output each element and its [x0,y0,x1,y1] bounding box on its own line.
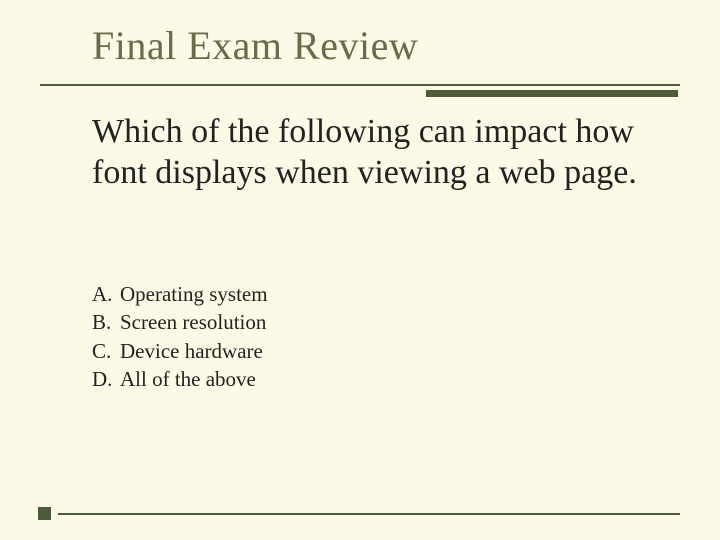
option-c: C. Device hardware [92,337,268,365]
option-letter: A. [92,280,120,308]
options-list: A. Operating system B. Screen resolution… [92,280,268,393]
option-text: Operating system [120,280,268,308]
option-d: D. All of the above [92,365,268,393]
option-text: Device hardware [120,337,263,365]
option-text: All of the above [120,365,256,393]
title-underline-thin [40,84,680,86]
slide: Final Exam Review Which of the following… [0,0,720,540]
question-text: Which of the following can impact how fo… [92,112,652,194]
option-text: Screen resolution [120,308,266,336]
title-underline-thick [426,90,678,97]
option-letter: D. [92,365,120,393]
option-letter: C. [92,337,120,365]
option-a: A. Operating system [92,280,268,308]
footer-rule [58,513,680,515]
option-b: B. Screen resolution [92,308,268,336]
option-letter: B. [92,308,120,336]
footer-square-icon [38,507,51,520]
slide-title: Final Exam Review [92,22,418,69]
